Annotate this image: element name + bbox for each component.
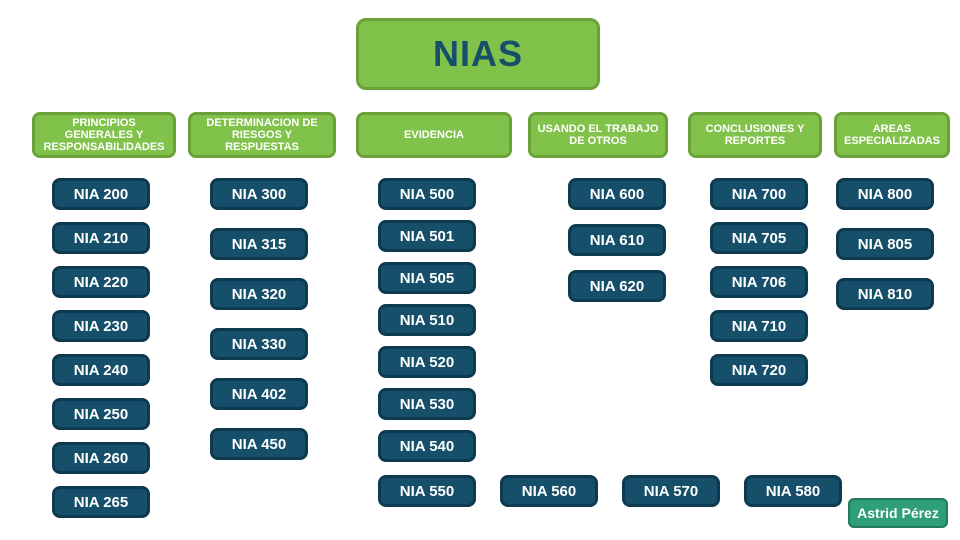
item-label: NIA 700 xyxy=(732,186,786,203)
item-label: NIA 260 xyxy=(74,450,128,467)
item-nia-402: NIA 402 xyxy=(210,378,308,410)
item-label: NIA 402 xyxy=(232,386,286,403)
item-nia-720: NIA 720 xyxy=(710,354,808,386)
item-nia-510: NIA 510 xyxy=(378,304,476,336)
item-nia-450: NIA 450 xyxy=(210,428,308,460)
category-c6: AREAS ESPECIALIZADAS xyxy=(834,112,950,158)
title-box: NIAS xyxy=(356,18,600,90)
item-label: NIA 315 xyxy=(232,236,286,253)
item-nia-220: NIA 220 xyxy=(52,266,150,298)
author-badge-text: Astrid Pérez xyxy=(857,505,939,521)
item-nia-705: NIA 705 xyxy=(710,222,808,254)
item-nia-540: NIA 540 xyxy=(378,430,476,462)
item-nia-700: NIA 700 xyxy=(710,178,808,210)
category-c1: PRINCIPIOS GENERALES Y RESPONSABILIDADES xyxy=(32,112,176,158)
category-c6-label: AREAS ESPECIALIZADAS xyxy=(843,123,941,147)
item-nia-560: NIA 560 xyxy=(500,475,598,507)
category-c3-label: EVIDENCIA xyxy=(404,129,464,141)
item-label: NIA 210 xyxy=(74,230,128,247)
item-label: NIA 500 xyxy=(400,186,454,203)
item-nia-501: NIA 501 xyxy=(378,220,476,252)
item-nia-800: NIA 800 xyxy=(836,178,934,210)
category-c2-label: DETERMINACION DE RIESGOS Y RESPUESTAS xyxy=(197,117,327,153)
item-label: NIA 600 xyxy=(590,186,644,203)
item-nia-520: NIA 520 xyxy=(378,346,476,378)
item-label: NIA 540 xyxy=(400,438,454,455)
item-label: NIA 610 xyxy=(590,232,644,249)
item-nia-240: NIA 240 xyxy=(52,354,150,386)
title-text: NIAS xyxy=(433,33,523,75)
category-c4-label: USANDO EL TRABAJO DE OTROS xyxy=(537,123,659,147)
item-nia-580: NIA 580 xyxy=(744,475,842,507)
item-label: NIA 570 xyxy=(644,483,698,500)
item-nia-505: NIA 505 xyxy=(378,262,476,294)
item-label: NIA 710 xyxy=(732,318,786,335)
category-c3: EVIDENCIA xyxy=(356,112,512,158)
item-nia-706: NIA 706 xyxy=(710,266,808,298)
item-label: NIA 580 xyxy=(766,483,820,500)
item-nia-500: NIA 500 xyxy=(378,178,476,210)
item-label: NIA 320 xyxy=(232,286,286,303)
item-label: NIA 705 xyxy=(732,230,786,247)
item-nia-805: NIA 805 xyxy=(836,228,934,260)
item-nia-550: NIA 550 xyxy=(378,475,476,507)
item-label: NIA 200 xyxy=(74,186,128,203)
category-c4: USANDO EL TRABAJO DE OTROS xyxy=(528,112,668,158)
item-label: NIA 800 xyxy=(858,186,912,203)
category-c5-label: CONCLUSIONES Y REPORTES xyxy=(697,123,813,147)
item-label: NIA 505 xyxy=(400,270,454,287)
item-label: NIA 450 xyxy=(232,436,286,453)
item-nia-300: NIA 300 xyxy=(210,178,308,210)
item-nia-210: NIA 210 xyxy=(52,222,150,254)
item-nia-320: NIA 320 xyxy=(210,278,308,310)
item-label: NIA 501 xyxy=(400,228,454,245)
category-c2: DETERMINACION DE RIESGOS Y RESPUESTAS xyxy=(188,112,336,158)
item-label: NIA 330 xyxy=(232,336,286,353)
item-label: NIA 300 xyxy=(232,186,286,203)
item-nia-620: NIA 620 xyxy=(568,270,666,302)
item-nia-570: NIA 570 xyxy=(622,475,720,507)
item-label: NIA 230 xyxy=(74,318,128,335)
item-label: NIA 510 xyxy=(400,312,454,329)
item-nia-810: NIA 810 xyxy=(836,278,934,310)
item-nia-230: NIA 230 xyxy=(52,310,150,342)
item-label: NIA 620 xyxy=(590,278,644,295)
item-nia-200: NIA 200 xyxy=(52,178,150,210)
item-label: NIA 220 xyxy=(74,274,128,291)
item-label: NIA 720 xyxy=(732,362,786,379)
item-nia-250: NIA 250 xyxy=(52,398,150,430)
item-label: NIA 550 xyxy=(400,483,454,500)
item-label: NIA 240 xyxy=(74,362,128,379)
item-nia-265: NIA 265 xyxy=(52,486,150,518)
item-nia-315: NIA 315 xyxy=(210,228,308,260)
item-label: NIA 265 xyxy=(74,494,128,511)
item-nia-260: NIA 260 xyxy=(52,442,150,474)
item-nia-330: NIA 330 xyxy=(210,328,308,360)
item-label: NIA 250 xyxy=(74,406,128,423)
category-c1-label: PRINCIPIOS GENERALES Y RESPONSABILIDADES xyxy=(41,117,167,153)
item-label: NIA 560 xyxy=(522,483,576,500)
item-label: NIA 805 xyxy=(858,236,912,253)
item-nia-610: NIA 610 xyxy=(568,224,666,256)
author-badge: Astrid Pérez xyxy=(848,498,948,528)
item-label: NIA 810 xyxy=(858,286,912,303)
item-nia-710: NIA 710 xyxy=(710,310,808,342)
item-nia-530: NIA 530 xyxy=(378,388,476,420)
category-c5: CONCLUSIONES Y REPORTES xyxy=(688,112,822,158)
item-label: NIA 520 xyxy=(400,354,454,371)
item-label: NIA 706 xyxy=(732,274,786,291)
item-label: NIA 530 xyxy=(400,396,454,413)
item-nia-600: NIA 600 xyxy=(568,178,666,210)
